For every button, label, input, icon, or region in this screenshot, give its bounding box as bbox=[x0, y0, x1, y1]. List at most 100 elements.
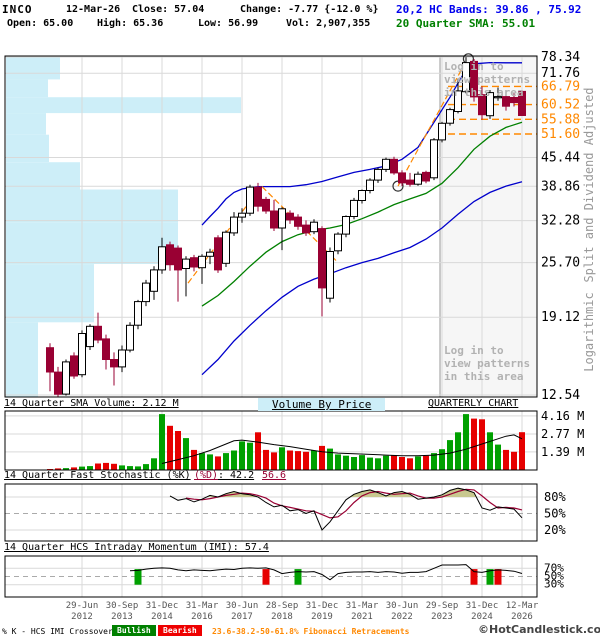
candle-body bbox=[62, 361, 70, 395]
candle-body bbox=[158, 246, 166, 271]
low-value: Low: 56.99 bbox=[198, 18, 259, 29]
volume-bar bbox=[511, 451, 517, 470]
candle-body bbox=[102, 338, 110, 360]
volume-bar bbox=[183, 438, 189, 470]
volume-bar bbox=[319, 445, 325, 470]
stochastic-overbought-shade bbox=[350, 489, 415, 497]
candle-body bbox=[358, 190, 366, 201]
candle-body bbox=[70, 355, 78, 377]
volume-bar bbox=[63, 468, 69, 470]
x-axis-label: 31-Mar bbox=[346, 601, 379, 611]
candle-body bbox=[230, 216, 238, 234]
log-scale-side-label: Logarithmic bbox=[582, 292, 596, 371]
candle-body bbox=[390, 158, 398, 174]
volume-bar bbox=[311, 450, 317, 470]
volume-bar bbox=[143, 464, 149, 470]
price-axis-label: 78.34 bbox=[541, 50, 580, 65]
volume-bar bbox=[207, 454, 213, 470]
candle-body bbox=[222, 231, 230, 264]
candle-body bbox=[406, 179, 414, 185]
imi-signal-bullish bbox=[294, 569, 302, 585]
candle-body bbox=[166, 244, 174, 266]
volume-bar bbox=[359, 455, 365, 470]
panel-border bbox=[4, 410, 538, 471]
candle-body bbox=[238, 212, 246, 218]
price-axis-label: 38.86 bbox=[541, 179, 580, 194]
stochastic-d-value: 56.6 bbox=[262, 470, 287, 481]
volume-bar bbox=[55, 468, 61, 470]
volume-bar bbox=[503, 449, 509, 470]
login-to-view-patterns-link[interactable]: Log in to view patterns in this area bbox=[444, 60, 531, 99]
candle-body bbox=[214, 237, 222, 271]
volume-bar bbox=[463, 414, 469, 470]
trendline bbox=[397, 61, 467, 187]
stochastic-d-line bbox=[185, 488, 523, 519]
login-to-view-patterns-link[interactable]: Log in to view patterns in this area bbox=[444, 344, 531, 383]
volume-bar bbox=[119, 465, 125, 470]
candle-body bbox=[246, 186, 254, 214]
volume-bar bbox=[271, 452, 277, 470]
fibonacci-legend-label: 23.6-38.2-50-61.8% Fibonacci Retracement… bbox=[212, 627, 410, 636]
volume-axis-label: 4.16 M bbox=[541, 409, 584, 423]
candle-body bbox=[54, 371, 62, 395]
change-value: Change: -7.77 {-12.0 %} bbox=[240, 4, 379, 15]
volume-bar bbox=[95, 463, 101, 470]
candle-body bbox=[94, 325, 102, 341]
price-axis-label: 71.76 bbox=[541, 66, 580, 81]
candle-body bbox=[350, 199, 358, 217]
volume-bar bbox=[423, 455, 429, 470]
volume-bar bbox=[495, 444, 501, 470]
volume-axis-label: 1.39 M bbox=[541, 445, 584, 459]
candle-body bbox=[134, 301, 142, 326]
volume-bar bbox=[247, 442, 253, 470]
volume-bar bbox=[327, 448, 333, 470]
volume-by-price-bar bbox=[6, 56, 60, 80]
candle-body bbox=[318, 228, 326, 289]
candle-body bbox=[342, 216, 350, 235]
price-axis-label: 25.70 bbox=[541, 256, 580, 271]
price-axis-label: 55.88 bbox=[541, 112, 580, 127]
x-axis-label: 2012 bbox=[71, 612, 93, 622]
stochastic-axis-label: 20% bbox=[544, 523, 566, 537]
candle-body bbox=[262, 198, 270, 212]
ticker-symbol: INCO bbox=[2, 3, 33, 16]
volume-bar bbox=[335, 454, 341, 470]
candle-body bbox=[382, 158, 390, 170]
price-axis-label: 12.54 bbox=[541, 388, 580, 403]
volume-bar bbox=[383, 455, 389, 470]
sma20-value: 20 Quarter SMA: 55.01 bbox=[396, 17, 536, 30]
high-value: High: 65.36 bbox=[97, 18, 164, 29]
candle-body bbox=[438, 122, 446, 141]
volume-by-price-bar bbox=[6, 189, 178, 223]
x-axis-label: 2021 bbox=[351, 612, 373, 622]
candle-body bbox=[334, 233, 342, 252]
candle-body bbox=[478, 94, 486, 116]
volume-bar bbox=[487, 432, 493, 470]
candle-body bbox=[430, 139, 438, 179]
volume-bar bbox=[191, 449, 197, 470]
volume-bar bbox=[439, 449, 445, 470]
candle-body bbox=[118, 349, 126, 368]
candle-body bbox=[150, 269, 158, 292]
bullish-legend-badge: Bullish bbox=[112, 625, 156, 636]
candle-body bbox=[446, 109, 454, 124]
x-axis-label: 31-Dec bbox=[466, 601, 499, 611]
candle-body bbox=[182, 258, 190, 270]
x-axis-label: 30-Sep bbox=[106, 601, 139, 611]
volume-bar bbox=[279, 447, 285, 471]
quote-date: 12-Mar-26 bbox=[66, 4, 121, 15]
panel-border bbox=[4, 55, 538, 398]
volume-bar bbox=[135, 466, 141, 470]
candle-body bbox=[270, 210, 278, 229]
volume-sma-line bbox=[161, 434, 523, 464]
volume-bar bbox=[71, 467, 77, 470]
candle-body bbox=[142, 282, 150, 303]
imi-signal-bullish bbox=[486, 569, 494, 585]
candle-body bbox=[86, 325, 94, 348]
volume-bar bbox=[167, 425, 173, 470]
x-axis-label: 2024 bbox=[471, 612, 493, 622]
volume-bar bbox=[127, 466, 133, 470]
volume-bar bbox=[263, 449, 269, 470]
